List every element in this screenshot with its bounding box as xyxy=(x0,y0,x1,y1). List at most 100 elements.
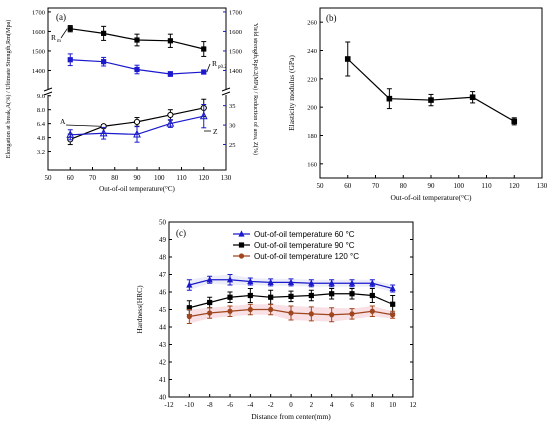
data-point xyxy=(167,71,173,77)
legend-marker xyxy=(238,230,245,237)
x-tick-label: -12 xyxy=(164,401,174,409)
label-pointer xyxy=(206,63,211,73)
data-point xyxy=(167,111,174,119)
data-point xyxy=(186,313,192,320)
data-point xyxy=(247,277,254,285)
data-point xyxy=(201,69,207,75)
label-a: A xyxy=(60,117,66,126)
legend: Out-of-oil temperature 60 °C Out-of-oil t… xyxy=(233,230,359,261)
data-point xyxy=(329,312,335,318)
x-tick-label: -10 xyxy=(185,401,195,409)
y-tick-label: 220 xyxy=(307,76,317,83)
y-tick-label: 8.0 xyxy=(37,107,45,114)
x-tick-label: -4 xyxy=(247,401,253,409)
x-tick-label: 4 xyxy=(330,401,334,409)
legend-label: Out-of-oil temperature 60 °C xyxy=(254,230,355,239)
y-tick-label: 1700 xyxy=(32,9,45,16)
axis-break-mark xyxy=(43,87,53,92)
data-point xyxy=(67,57,73,63)
data-point xyxy=(369,279,376,286)
y-tick-label: 200 xyxy=(307,105,317,112)
x-axis-title: Out-of-oil temperature(°C) xyxy=(99,185,175,193)
data-point xyxy=(67,26,73,32)
data-point xyxy=(308,311,314,317)
panel-a: (a) 50 60 70 80 90 100 110 120 130 Out-of-oil temp… xyxy=(5,7,259,193)
y2-tick-label: 35 xyxy=(229,103,236,110)
y-tick-label: 40 xyxy=(159,394,167,402)
y-tick-label: 44 xyxy=(159,324,167,332)
y-tick-label: 4.8 xyxy=(37,135,45,142)
axis-break-mark xyxy=(221,87,231,92)
x-tick-label: 100 xyxy=(454,182,465,190)
data-point xyxy=(428,97,434,103)
x-tick-label: 100 xyxy=(154,174,165,182)
data-point xyxy=(308,292,314,299)
panel-c: (c)-12 -10 -8 -6 -4 -2 0 2 4 6 8 10 1240414243444546… xyxy=(135,219,417,422)
y-tick-label: 1400 xyxy=(32,68,45,75)
data-point xyxy=(186,305,192,311)
data-point xyxy=(99,128,108,137)
x-axis-title: Distance from center(mm) xyxy=(251,412,331,421)
y-axis-title: Hardness(HRC) xyxy=(135,285,144,334)
x-tick-label: 70 xyxy=(89,174,97,182)
label-rm-sub: m xyxy=(57,39,61,44)
x-tick-label: -2 xyxy=(268,401,274,409)
axis-break-gap xyxy=(44,90,52,95)
data-point xyxy=(469,94,476,101)
y2-tick-label: 1400 xyxy=(229,68,242,75)
data-point xyxy=(349,291,355,297)
panel-label: (c) xyxy=(176,228,186,238)
x-tick-label: 10 xyxy=(389,401,397,409)
y-tick-label: 240 xyxy=(307,48,317,55)
data-point xyxy=(328,279,335,286)
data-point xyxy=(134,66,140,73)
data-point xyxy=(268,294,274,300)
data-point xyxy=(167,38,173,44)
x-tick-label: 6 xyxy=(350,401,354,409)
plot-frame xyxy=(47,7,227,171)
data-point xyxy=(390,301,396,307)
data-point xyxy=(389,284,396,292)
y-axis-title: Elasticity modulus (GPa) xyxy=(287,55,296,131)
data-point xyxy=(226,276,234,283)
panel-b: (b) 50 60 70 80 90 100 110 120 130 160 180 200 220 240… xyxy=(287,7,548,202)
legend-label: Out-of-oil temperature 90 °C xyxy=(254,241,355,250)
y-tick-label: 1600 xyxy=(32,29,45,36)
x-tick-label: 80 xyxy=(400,182,408,190)
data-point xyxy=(207,310,213,316)
x-tick-label: 2 xyxy=(310,401,314,409)
x-tick-label: 110 xyxy=(176,174,187,182)
data-point xyxy=(166,118,175,127)
y2-tick-label: 30 xyxy=(229,123,236,130)
y-tick-label: 46 xyxy=(159,289,167,297)
x-tick-label: 110 xyxy=(481,182,492,190)
x-tick-label: 12 xyxy=(410,401,418,409)
x-tick-label: 50 xyxy=(45,174,53,182)
data-point xyxy=(101,30,107,36)
panel-label: (b) xyxy=(326,13,337,23)
data-point xyxy=(511,118,518,125)
label-pointer xyxy=(65,124,101,127)
x-axis-title: Out-of-oil temperature(°C) xyxy=(390,193,472,202)
axis-break-mark xyxy=(43,91,53,96)
y-tick-label: 45 xyxy=(159,306,167,314)
data-point xyxy=(348,279,356,286)
data-point xyxy=(247,292,253,299)
data-point xyxy=(329,291,335,297)
y-tick-label: 180 xyxy=(307,133,317,140)
series-line xyxy=(347,58,515,122)
data-point xyxy=(386,95,393,102)
y-tick-label: 260 xyxy=(307,20,317,27)
x-tick-label: 90 xyxy=(134,174,142,182)
data-point xyxy=(133,129,141,138)
panel-label: (a) xyxy=(56,12,66,22)
y2-tick-label: 1600 xyxy=(229,29,242,36)
y-tick-label: 43 xyxy=(159,341,167,349)
data-point xyxy=(227,308,233,314)
data-point xyxy=(133,118,141,125)
y-tick-label: 3.2 xyxy=(37,149,45,156)
y-tick-label: 48 xyxy=(159,254,167,262)
x-tick-label: 130 xyxy=(537,182,548,190)
data-point xyxy=(308,279,315,286)
x-tick-label: 90 xyxy=(428,182,436,190)
